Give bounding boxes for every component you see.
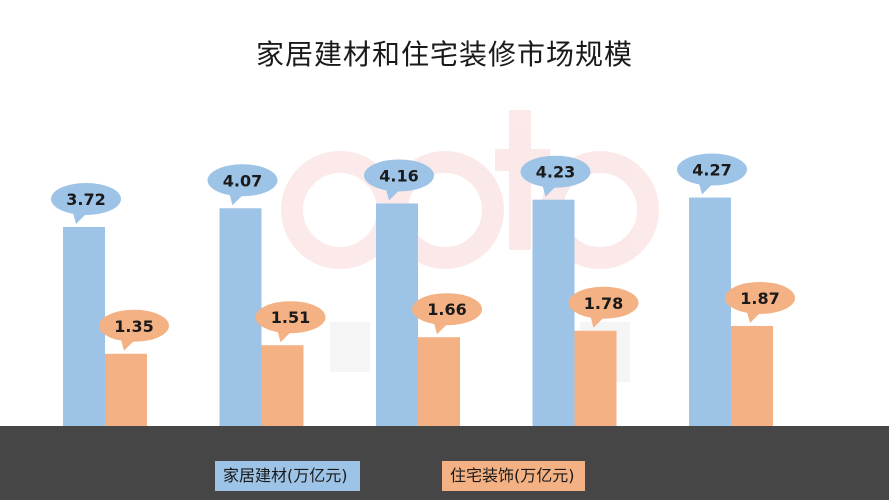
data-label-home-building-materials-2016: 4.23 [520, 155, 591, 197]
data-label-home-building-materials-2013: 3.72 [51, 182, 121, 224]
svg-text:1.78: 1.78 [584, 294, 623, 313]
bar-residential-decoration-2014 [261, 345, 304, 426]
svg-text:4.23: 4.23 [536, 163, 575, 182]
data-label-home-building-materials-2015: 4.16 [364, 159, 434, 201]
data-label-residential-decoration-2014: 1.51 [255, 301, 326, 343]
bar-residential-decoration-2013 [105, 353, 147, 426]
svg-text:1.87: 1.87 [740, 289, 779, 308]
bar-residential-decoration-2017 [731, 325, 773, 426]
legend-item-residential-decoration: 住宅装饰(万亿元) [442, 461, 585, 491]
bar-home-building-materials-2017 [689, 197, 731, 426]
svg-text:4.27: 4.27 [692, 161, 731, 180]
svg-text:3.72: 3.72 [66, 190, 105, 209]
svg-text:4.07: 4.07 [223, 171, 262, 190]
data-label-home-building-materials-2017: 4.27 [677, 153, 747, 195]
bar-home-building-materials-2014 [219, 208, 262, 426]
bar-residential-decoration-2015 [418, 337, 460, 426]
svg-text:1.35: 1.35 [114, 317, 153, 336]
svg-text:1.51: 1.51 [271, 308, 310, 327]
data-label-home-building-materials-2014: 4.07 [207, 164, 278, 206]
svg-text:1.66: 1.66 [427, 300, 466, 319]
bar-home-building-materials-2013 [63, 226, 105, 426]
bar-residential-decoration-2016 [574, 330, 617, 426]
data-label-residential-decoration-2015: 1.66 [412, 293, 482, 335]
data-label-residential-decoration-2016: 1.78 [568, 286, 639, 328]
data-label-residential-decoration-2013: 1.35 [99, 309, 169, 351]
bar-home-building-materials-2016 [532, 199, 575, 426]
bar-home-building-materials-2015 [376, 203, 418, 426]
chart-title: 家居建材和住宅装修市场规模 [255, 38, 633, 71]
svg-text:4.16: 4.16 [379, 166, 418, 185]
legend-item-home-building-materials: 家居建材(万亿元) [215, 461, 360, 491]
data-label-residential-decoration-2017: 1.87 [725, 281, 795, 323]
